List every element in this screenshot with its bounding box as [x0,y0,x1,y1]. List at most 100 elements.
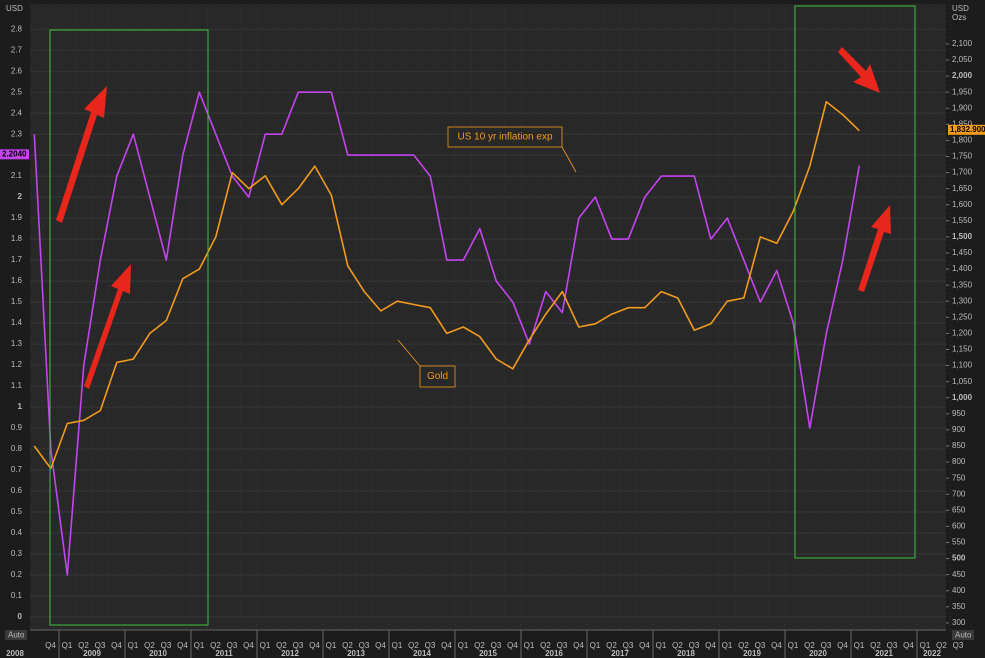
y-tick-label: 1.7 [11,255,23,264]
y-tick-label: 0.7 [11,465,23,474]
x-quarter-label: Q4 [441,641,452,650]
x-quarter-label: Q2 [738,641,749,650]
x-quarter-label: Q3 [821,641,832,650]
x-year-label: 2011 [215,649,233,658]
leader-line [561,146,577,173]
x-quarter-label: Q1 [722,641,733,650]
last-value-label: 2.2040 [2,149,27,158]
x-quarter-label: Q2 [474,641,485,650]
x-year-label: 2022 [923,649,941,658]
y-tick-label: 2.4 [11,108,23,117]
x-quarter-label: Q3 [953,641,964,650]
y2-tick-label: 2,100 [952,39,973,48]
x-quarter-label: Q1 [260,641,271,650]
y-tick-label: 1.8 [11,234,23,243]
arrow [838,47,880,93]
x-quarter-label: Q1 [656,641,667,650]
x-quarter-label: Q2 [408,641,419,650]
x-quarter-label: Q1 [590,641,601,650]
y-tick-label: 1.3 [11,339,23,348]
auto-label[interactable]: Auto [955,631,972,640]
x-quarter-label: Q2 [276,641,287,650]
x-quarter-label: Q1 [194,641,205,650]
y-tick-label: 1.4 [11,318,23,327]
x-year-label: 2010 [149,649,167,658]
y2-tick-label: 2,000 [952,71,973,80]
x-quarter-label: Q2 [606,641,617,650]
x-quarter-label: Q3 [887,641,898,650]
y2-tick-label: 400 [952,586,966,595]
x-quarter-label: Q2 [672,641,683,650]
annotation-box [447,126,563,148]
y2-tick-label: 300 [952,618,966,627]
x-quarter-label: Q4 [771,641,782,650]
y-tick-label: 2.1 [11,171,23,180]
highlight-box [794,5,916,559]
x-quarter-label: Q3 [623,641,634,650]
x-quarter-label: Q3 [293,641,304,650]
auto-button[interactable] [952,630,974,640]
x-quarter-label: Q2 [78,641,89,650]
y-tick-label: 1.6 [11,276,23,285]
y-tick-label: 0.8 [11,444,23,453]
y-tick-label: 0.5 [11,507,23,516]
y2-tick-label: 450 [952,570,966,579]
y-tick-label: 1.2 [11,360,23,369]
series-line [33,101,860,470]
y-tick-label: 2 [18,192,23,201]
x-quarter-label: Q2 [210,641,221,650]
y2-tick-label: 650 [952,505,966,514]
y2-tick-label: 350 [952,602,966,611]
annotation-box [419,365,456,388]
arrows [56,47,891,389]
x-year-label: 2013 [347,649,365,658]
axis-unit: Ozs [952,13,966,22]
x-quarter-label: Q2 [936,641,947,650]
y2-tick-label: 900 [952,425,966,434]
x-year-label: 2008 [6,649,24,658]
y2-tick-label: 1,800 [952,136,973,145]
x-year-label: 2014 [413,649,431,658]
x-quarter-label: Q1 [854,641,865,650]
x-quarter-label: Q4 [903,641,914,650]
x-year-label: 2009 [83,649,101,658]
x-quarter-label: Q1 [392,641,403,650]
x-quarter-label: Q3 [689,641,700,650]
x-quarter-label: Q3 [359,641,370,650]
x-quarter-label: Q4 [837,641,848,650]
y-tick-label: 2.5 [11,87,23,96]
y2-tick-label: 1,300 [952,296,973,305]
arrow [84,264,131,389]
y-tick-label: 0 [18,612,23,621]
x-quarter-label: Q1 [524,641,535,650]
y-tick-label: 2.3 [11,129,23,138]
y-tick-label: 0.2 [11,570,23,579]
x-quarter-label: Q2 [144,641,155,650]
y2-tick-label: 1,900 [952,103,973,112]
y2-tick-label: 700 [952,489,966,498]
x-quarter-label: Q1 [788,641,799,650]
x-quarter-label: Q3 [755,641,766,650]
auto-label[interactable]: Auto [8,631,25,640]
y2-tick-label: 850 [952,441,966,450]
y-tick-label: 2.8 [11,24,23,33]
x-quarter-label: Q1 [326,641,337,650]
y2-tick-label: 1,950 [952,87,973,96]
x-quarter-label: Q1 [128,641,139,650]
x-year-label: 2018 [677,649,695,658]
x-year-label: 2016 [545,649,563,658]
last-value-flag [948,124,985,135]
y-tick-label: 0.1 [11,591,23,600]
x-quarter-label: Q4 [507,641,518,650]
x-quarter-label: Q4 [639,641,650,650]
y-tick-label: 0.9 [11,423,23,432]
x-quarter-label: Q4 [705,641,716,650]
y2-tick-label: 1,650 [952,184,973,193]
y2-tick-label: 1,700 [952,168,973,177]
x-quarter-label: Q4 [111,641,122,650]
auto-button[interactable] [5,630,27,640]
x-quarter-label: Q2 [804,641,815,650]
y2-tick-label: 750 [952,473,966,482]
